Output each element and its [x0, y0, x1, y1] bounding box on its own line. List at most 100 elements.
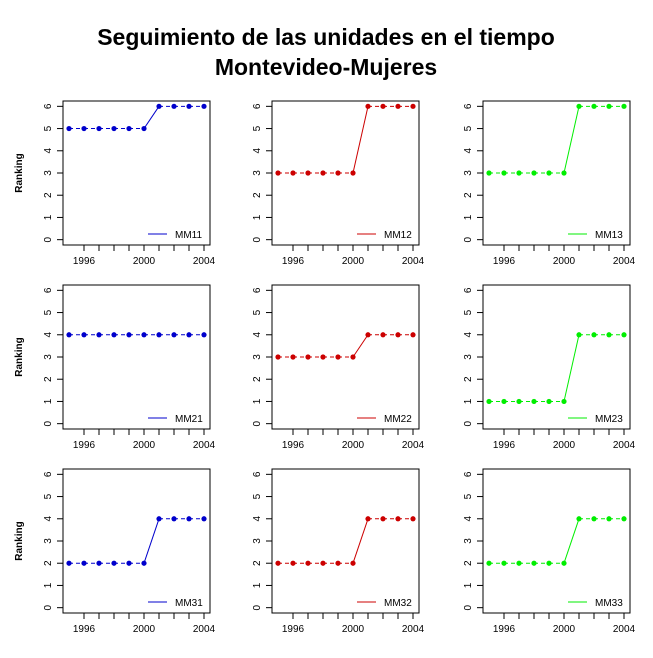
data-point	[395, 516, 401, 522]
data-point	[96, 560, 102, 566]
data-point	[576, 332, 582, 338]
y-tick-label: 6	[463, 471, 474, 477]
x-tick-label: 2004	[402, 624, 425, 635]
data-point	[561, 560, 567, 566]
x-tick-label: 1996	[282, 440, 305, 451]
data-point	[275, 354, 281, 360]
data-point	[320, 354, 326, 360]
y-tick-label: 0	[43, 604, 54, 610]
y-tick-label: 4	[43, 332, 54, 338]
y-tick-label: 5	[43, 493, 54, 499]
data-point	[606, 103, 612, 109]
x-tick-label: 1996	[493, 256, 516, 267]
data-point	[171, 516, 177, 522]
x-tick-label: 1996	[73, 624, 96, 635]
y-tick-label: 2	[463, 376, 474, 382]
y-tick-label: 5	[463, 125, 474, 131]
data-point	[335, 560, 341, 566]
data-point	[81, 125, 87, 132]
data-point	[501, 398, 507, 405]
data-point	[141, 125, 147, 132]
data-point	[576, 103, 582, 109]
data-point	[561, 170, 567, 176]
data-point	[66, 125, 72, 132]
x-tick-label: 2000	[342, 440, 365, 451]
y-tick-label: 2	[252, 192, 263, 198]
x-tick-label: 1996	[493, 440, 516, 451]
y-tick-label: 6	[463, 287, 474, 293]
data-point	[81, 332, 87, 338]
data-point	[410, 332, 416, 338]
y-tick-label: 4	[463, 332, 474, 338]
y-tick-label: 6	[252, 287, 263, 293]
y-tick-label: 0	[43, 236, 54, 242]
data-point	[156, 103, 162, 109]
y-tick-label: 1	[463, 582, 474, 588]
series-segment	[352, 106, 369, 174]
x-tick-label: 2004	[193, 256, 216, 267]
data-point	[320, 170, 326, 176]
data-point	[126, 125, 132, 132]
y-tick-label: 3	[43, 170, 54, 176]
y-tick-label: 2	[252, 560, 263, 566]
y-tick-label: 2	[252, 376, 263, 382]
data-point	[156, 516, 162, 522]
y-tick-label: 6	[252, 471, 263, 477]
data-point	[410, 103, 416, 109]
y-tick-label: 1	[252, 582, 263, 588]
y-tick-label: 1	[463, 214, 474, 220]
y-tick-label: 5	[252, 125, 263, 131]
series-segment	[563, 518, 580, 564]
data-point	[621, 103, 627, 109]
data-point	[591, 516, 597, 522]
data-point	[531, 170, 537, 176]
data-point	[186, 103, 192, 109]
data-point	[546, 398, 552, 405]
y-tick-label: 5	[43, 309, 54, 315]
y-tick-label: 4	[43, 148, 54, 154]
data-point	[606, 332, 612, 338]
y-tick-label: 0	[43, 420, 54, 426]
data-point	[591, 332, 597, 338]
data-point	[305, 560, 311, 566]
data-point	[591, 103, 597, 109]
data-point	[516, 398, 522, 405]
y-tick-label: 4	[463, 148, 474, 154]
chart-title-line1: Seguimiento de las unidades en el tiempo	[97, 24, 555, 50]
y-tick-label: 5	[252, 309, 263, 315]
y-tick-label: 5	[463, 309, 474, 315]
data-point	[516, 170, 522, 176]
x-tick-label: 2004	[613, 624, 636, 635]
data-point	[320, 560, 326, 566]
y-tick-label: 2	[43, 192, 54, 198]
data-point	[305, 354, 311, 360]
y-tick-label: 2	[463, 560, 474, 566]
y-tick-label: 1	[463, 398, 474, 404]
x-tick-label: 2004	[613, 256, 636, 267]
y-tick-label: 2	[43, 376, 54, 382]
data-point	[111, 125, 117, 132]
data-point	[501, 560, 507, 566]
y-tick-label: 3	[463, 354, 474, 360]
y-tick-label: 0	[252, 604, 263, 610]
series-segment	[563, 334, 580, 402]
legend-label: MM11	[175, 230, 202, 241]
legend-label: MM32	[384, 598, 412, 609]
y-tick-label: 1	[43, 214, 54, 220]
data-point	[350, 560, 356, 566]
data-point	[305, 170, 311, 176]
data-point	[380, 103, 386, 109]
y-tick-label: 3	[463, 538, 474, 544]
x-tick-label: 1996	[73, 440, 96, 451]
series-segment	[143, 518, 160, 564]
data-point	[186, 516, 192, 522]
data-point	[350, 170, 356, 176]
legend-label: MM13	[595, 230, 623, 241]
data-point	[380, 516, 386, 522]
data-point	[365, 332, 371, 338]
y-axis-title: Ranking	[14, 153, 25, 192]
y-axis-title: Ranking	[14, 521, 25, 560]
y-tick-label: 3	[252, 354, 263, 360]
x-tick-label: 2000	[342, 624, 365, 635]
